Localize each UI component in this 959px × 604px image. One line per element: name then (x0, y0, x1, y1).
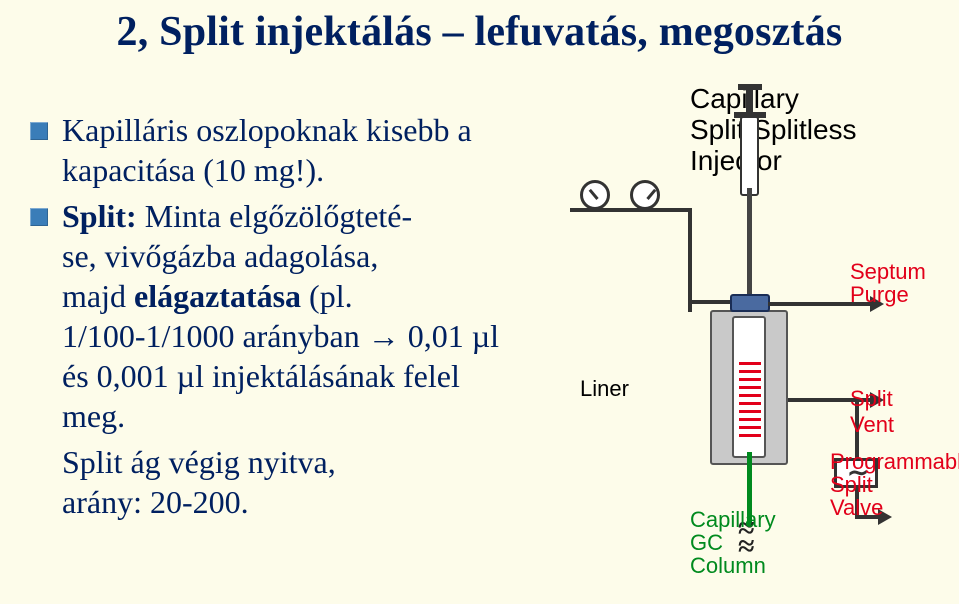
carrier-line (570, 208, 690, 212)
label-capcol-l3: Column (690, 554, 766, 577)
bullet-2-rest-a: Minta elgőzölőgteté- (145, 198, 412, 234)
bullet-2-line3a: majd (62, 278, 134, 314)
bullet-1-text: Kapilláris oszlopoknak kisebb a kapacitá… (62, 110, 520, 190)
gauge-icon (630, 180, 660, 210)
label-prog-valve-l2: Split Valve (830, 473, 883, 519)
bullet-item-1: Kapilláris oszlopoknak kisebb a kapacitá… (30, 110, 520, 190)
label-capcol-l1: Capillary (690, 508, 776, 531)
bullet-2-line4: 1/100-1/1000 arányban → 0,01 µl és 0,001… (62, 318, 499, 434)
gauge-icon (580, 180, 610, 210)
carrier-line (688, 208, 692, 312)
bullet-2-line2: se, vivőgázba adagolása, (62, 238, 378, 274)
slide-title: 2, Split injektálás – lefuvatás, megoszt… (0, 8, 959, 56)
diagram-title-l3: Injector (690, 146, 782, 177)
label-prog-valve-l1: Programmable (830, 450, 959, 473)
injector-diagram: Capillary Split/Splitless Injector (540, 80, 940, 580)
slide: 2, Split injektálás – lefuvatás, megoszt… (0, 0, 959, 604)
extra-line-1: Split ág végig nyitva, (62, 442, 520, 482)
bullet-2-line3c: (pl. (301, 278, 353, 314)
bullet-2-prefix: Split: (62, 198, 145, 234)
extra-line-2: arány: 20-200. (62, 482, 520, 522)
label-septum-l2: Purge (850, 283, 909, 306)
bullet-marker (30, 122, 48, 140)
syringe-body (740, 116, 759, 196)
bullet-item-2: Split: Minta elgőzölőgteté- se, vivőgázb… (30, 196, 520, 436)
liner-packing (739, 362, 761, 442)
label-capcol-l2: GC (690, 531, 723, 554)
bullet-2-text: Split: Minta elgőzölőgteté- se, vivőgázb… (62, 196, 520, 436)
label-split-vent: Split Vent (850, 386, 940, 438)
bullet-marker (30, 208, 48, 226)
carrier-line (688, 300, 732, 304)
septum-cap (730, 294, 770, 312)
label-liner: Liner (580, 376, 629, 402)
bullet-list: Kapilláris oszlopoknak kisebb a kapacitá… (30, 110, 520, 522)
label-septum-l1: Septum (850, 260, 926, 283)
diagram-title-l2: Split/Splitless (690, 115, 857, 146)
bullet-2-line3b: elágaztatása (134, 278, 301, 314)
